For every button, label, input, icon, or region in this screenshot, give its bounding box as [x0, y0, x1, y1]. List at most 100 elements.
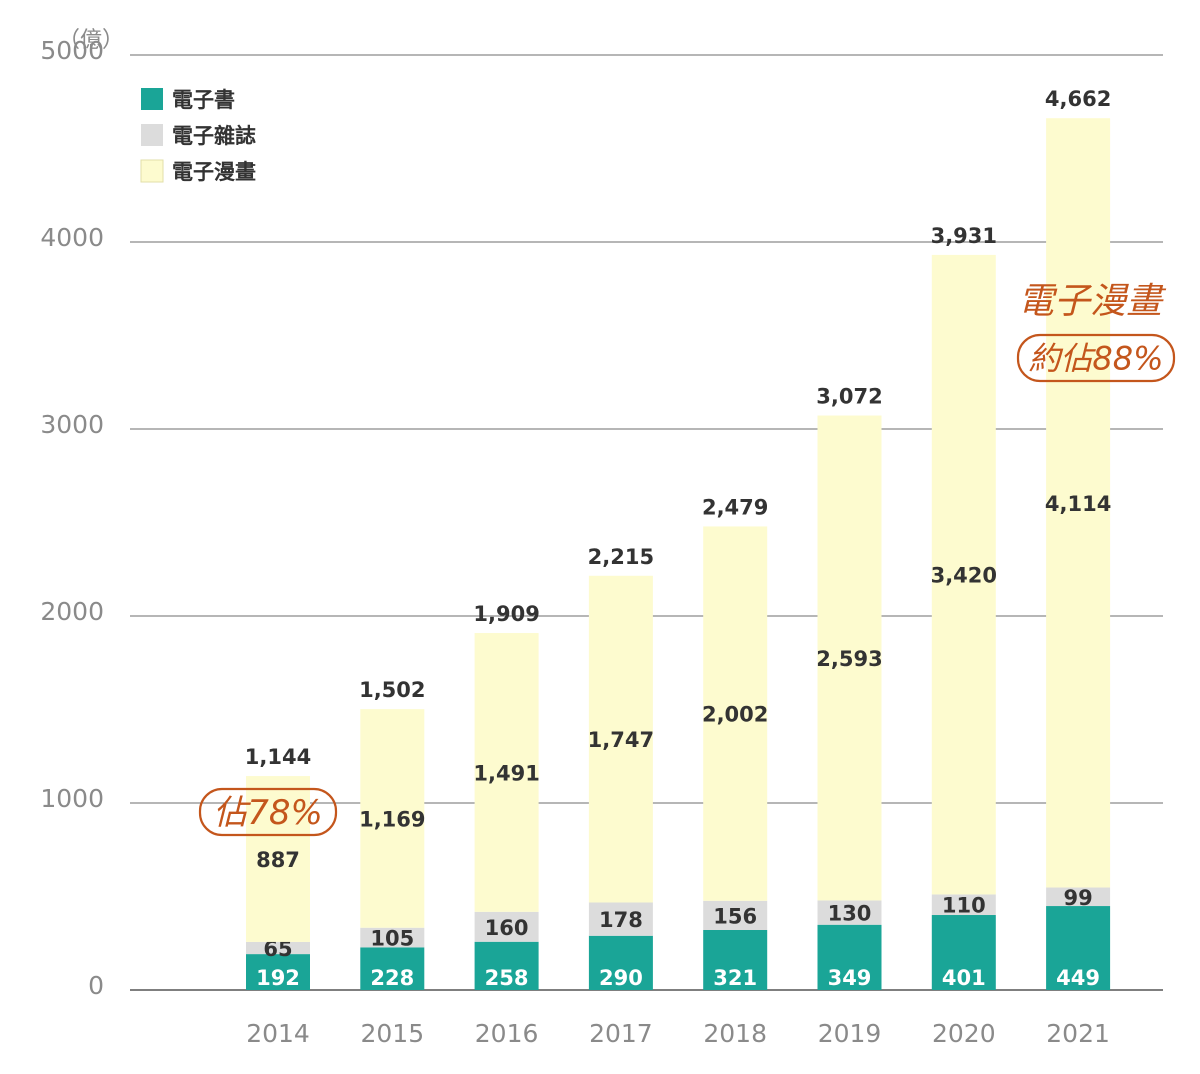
- bar-segment: [817, 415, 882, 901]
- bar-group-2021: 449 99 4,114 4,662: [1045, 87, 1111, 990]
- value-label: 178: [599, 908, 643, 932]
- legend-item: 電子雜誌: [141, 124, 256, 148]
- value-label: 2,002: [702, 703, 768, 727]
- value-label: 3,420: [931, 564, 997, 588]
- y-tick-label: 0: [88, 971, 104, 1000]
- x-tick-label: 2014: [246, 1019, 310, 1048]
- value-label: 110: [942, 894, 986, 918]
- annotation: 約佔88%: [1016, 333, 1176, 383]
- legend-swatch: [141, 124, 163, 146]
- y-tick-label: 1000: [40, 784, 104, 813]
- total-label: 1,909: [473, 602, 539, 626]
- bar-group-2017: 290 178 1,747 2,215: [588, 545, 654, 990]
- value-label: 1,747: [588, 728, 654, 752]
- bar-segment: [931, 254, 996, 895]
- total-label: 1,502: [359, 678, 425, 702]
- value-label: 130: [828, 902, 872, 926]
- bar-segment: [1046, 906, 1111, 990]
- bar-segment: [474, 633, 539, 912]
- legend-item: 電子書: [141, 88, 235, 112]
- total-label: 3,931: [931, 224, 997, 248]
- x-tick-label: 2015: [360, 1019, 424, 1048]
- total-label: 1,144: [245, 745, 311, 769]
- x-tick-label: 2020: [932, 1019, 996, 1048]
- annotation-outline: [198, 787, 338, 837]
- bar-segment: [360, 947, 425, 990]
- value-label: 449: [1056, 966, 1100, 990]
- bar-segment: [1046, 118, 1111, 888]
- bar-segment: [246, 954, 310, 990]
- bar-segment: [817, 924, 882, 990]
- x-tick-label: 2017: [589, 1019, 653, 1048]
- value-label: 349: [828, 966, 872, 990]
- bar-segment: [1046, 887, 1111, 907]
- bar-segment: [588, 935, 653, 990]
- y-tick-label: 5000: [40, 36, 104, 65]
- value-label: 401: [942, 966, 986, 990]
- legend-label: 電子漫畫: [172, 160, 256, 184]
- annotation-text: 佔78%: [213, 793, 323, 833]
- total-label: 4,662: [1045, 87, 1111, 111]
- annotation: 電子漫畫: [1018, 281, 1167, 322]
- y-axis-unit-label: （億）: [58, 28, 124, 53]
- bar-segment: [703, 929, 768, 990]
- value-label: 2,593: [816, 647, 882, 671]
- bar-segment: [360, 709, 425, 928]
- bar-group-2019: 349 130 2,593 3,072: [816, 385, 883, 990]
- total-label: 3,072: [816, 385, 882, 409]
- bar-segment: [246, 776, 310, 942]
- annotation-outline: [1016, 333, 1176, 383]
- bar-segment: [817, 900, 882, 925]
- bar-segment: [703, 526, 768, 901]
- y-axis-ticks: 0 1000 2000 3000 4000 5000: [40, 36, 104, 1000]
- legend-label: 電子書: [172, 88, 235, 112]
- y-tick-label: 3000: [40, 410, 104, 439]
- bar-segment: [360, 927, 425, 948]
- annotation-text: 電子漫畫: [1018, 281, 1167, 322]
- bars: 192658871,1442281051,1691,5022581601,491…: [245, 87, 1111, 990]
- value-label: 258: [485, 966, 529, 990]
- bar-segment: [588, 575, 653, 903]
- legend-item: 電子漫畫: [140, 159, 256, 184]
- bar-segment: [588, 902, 653, 936]
- legend-swatch: [141, 88, 163, 110]
- bar-group-2018: 321 156 2,002 2,479: [702, 495, 768, 990]
- x-tick-label: 2019: [818, 1019, 882, 1048]
- bar-group-2015: 228 105 1,169 1,502: [359, 678, 426, 990]
- value-label: 290: [599, 966, 643, 990]
- bar-segment: [931, 915, 996, 990]
- total-label: 2,479: [702, 495, 768, 519]
- legend-label: 電子雜誌: [172, 124, 256, 148]
- bar-segment: [474, 941, 539, 990]
- value-label: 321: [713, 966, 757, 990]
- value-label: 192: [256, 966, 300, 990]
- legend-swatch: [140, 159, 164, 183]
- value-label: 887: [256, 848, 300, 872]
- value-label: 99: [1063, 886, 1092, 910]
- x-axis-ticks: 2014 2015 2016 2017 2018 2019 2020 2021: [246, 1019, 1110, 1048]
- bar-segment: [246, 941, 310, 955]
- bar-segment: [703, 900, 768, 930]
- bar-segment: [931, 894, 996, 916]
- x-tick-label: 2018: [703, 1019, 767, 1048]
- value-label: 160: [485, 916, 529, 940]
- annotation-text: 約佔88%: [1028, 340, 1163, 378]
- bar-group-2020: 401 110 3,420 3,931: [931, 224, 997, 990]
- value-label: 156: [713, 904, 757, 928]
- value-label: 105: [370, 927, 414, 951]
- value-label: 1,491: [473, 761, 539, 785]
- y-tick-label: 2000: [40, 597, 104, 626]
- total-label: 2,215: [588, 545, 654, 569]
- bar-group-2016: 258 160 1,491 1,909: [473, 602, 540, 990]
- y-tick-label: 4000: [40, 223, 104, 252]
- bar-segment: [474, 911, 539, 942]
- x-tick-label: 2021: [1046, 1019, 1110, 1048]
- value-label: 1,169: [359, 807, 425, 831]
- value-label: 4,114: [1045, 492, 1111, 516]
- x-tick-label: 2016: [475, 1019, 539, 1048]
